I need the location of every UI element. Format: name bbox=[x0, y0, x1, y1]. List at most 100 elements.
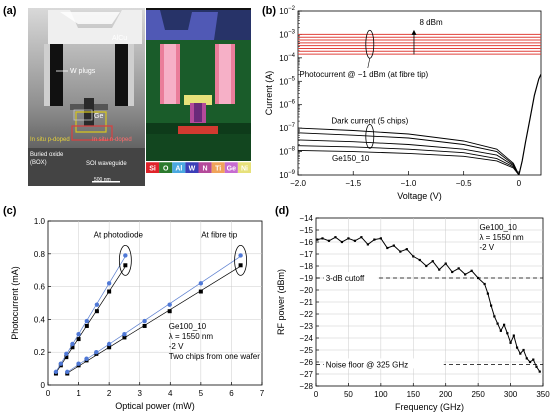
d-info-text: λ = 1550 nm bbox=[479, 233, 524, 242]
d-y-axis-title: RF power (dBm) bbox=[276, 269, 286, 335]
c-data-point-circle bbox=[94, 350, 99, 355]
d-cutoff-label-bg bbox=[323, 272, 378, 282]
c-ytick-label: 0.2 bbox=[34, 348, 46, 357]
b-power-arrow-head bbox=[411, 29, 417, 35]
panel-label-d: (d) bbox=[275, 205, 289, 217]
d-info-text: Ge100_10 bbox=[479, 223, 517, 232]
d-data-point bbox=[506, 332, 509, 335]
c-x-axis-title: Optical power (mW) bbox=[115, 401, 195, 411]
c-info-text: -2 V bbox=[169, 342, 184, 351]
sem-micrograph bbox=[28, 8, 145, 186]
c-xtick-label: 2 bbox=[107, 389, 112, 398]
d-data-point bbox=[522, 348, 525, 352]
c-data-point-circle bbox=[198, 281, 204, 286]
c-info-text: λ = 1550 nm bbox=[169, 332, 214, 341]
d-data-point bbox=[399, 250, 402, 253]
d-data-point bbox=[405, 248, 408, 251]
d-xtick-label: 350 bbox=[536, 390, 550, 399]
d-data-point bbox=[483, 282, 486, 286]
d-data-point bbox=[457, 267, 460, 270]
label-in-situ-p: In situ p-doped bbox=[30, 137, 70, 143]
panel-label-c: (c) bbox=[3, 205, 17, 217]
d-ytick-label: −19 bbox=[299, 274, 313, 283]
c-xtick-label: 7 bbox=[260, 389, 265, 398]
d-data-point bbox=[502, 323, 506, 326]
c-photodiode-label: At photodiode bbox=[94, 230, 144, 239]
b-ytick-label: 10−9 bbox=[279, 170, 295, 180]
edx-legend-swatch bbox=[146, 162, 160, 173]
edx-legend-label: W bbox=[189, 166, 196, 173]
d-ytick-label: −25 bbox=[299, 346, 313, 355]
b-dark-current-curve bbox=[298, 132, 520, 175]
c-xtick-label: 6 bbox=[229, 389, 234, 398]
c-data-point-square bbox=[167, 309, 172, 314]
d-data-point bbox=[477, 276, 480, 280]
d-data-point bbox=[425, 264, 428, 268]
d-data-point bbox=[373, 238, 376, 241]
d-data-point bbox=[493, 315, 496, 318]
d-data-point bbox=[525, 357, 528, 360]
panel-label-b: (b) bbox=[262, 5, 276, 17]
d-xtick-label: 0 bbox=[314, 390, 319, 399]
edx-legend-label: N bbox=[203, 166, 208, 173]
c-ytick-label: 0.4 bbox=[34, 315, 46, 324]
c-data-point-circle bbox=[238, 253, 243, 258]
b-y-axis-title: Current (A) bbox=[264, 71, 274, 116]
c-data-point-circle bbox=[122, 331, 127, 337]
c-data-point-circle bbox=[84, 318, 90, 324]
d-data-point bbox=[386, 246, 389, 250]
d-ytick-label: −14 bbox=[299, 214, 313, 223]
c-info-text: Ge100_10 bbox=[169, 322, 207, 331]
c-data-point-square bbox=[70, 345, 75, 350]
chart-c: 0 1 2 3 4 5 6 7 0 0.2 0.4 0.6 0.8 1.0 At photodiode At… bbox=[10, 217, 265, 411]
c-ytick-label: 1.0 bbox=[34, 217, 46, 226]
c-data-point-square bbox=[84, 323, 89, 328]
b-ytick-label: 10−2 bbox=[279, 6, 295, 16]
b-xtick-label: −2.0 bbox=[290, 179, 306, 188]
c-data-point-circle bbox=[94, 302, 100, 307]
d-data-point bbox=[392, 244, 395, 247]
c-data-point-square bbox=[123, 263, 128, 268]
b-xtick-label: −0.5 bbox=[456, 179, 472, 188]
d-ytick-label: −15 bbox=[299, 226, 313, 235]
d-ytick-label: −17 bbox=[299, 250, 313, 259]
label-ge: Ge bbox=[94, 113, 103, 120]
label-w-plugs: W plugs bbox=[70, 68, 96, 75]
d-data-point bbox=[334, 236, 337, 239]
c-data-point-square bbox=[238, 263, 243, 268]
b-xtick-label: −1.5 bbox=[345, 179, 361, 188]
label-box: Buried oxide (BOX) bbox=[30, 152, 64, 166]
c-data-point-circle bbox=[58, 361, 64, 366]
b-ytick-label: 10−3 bbox=[279, 29, 295, 39]
d-xtick-label: 200 bbox=[439, 390, 453, 399]
chart-b: −2.0 −1.5 −1.0 −0.5 0 10−9 10−8 10−7 10−6 10−5 10−… bbox=[264, 6, 542, 201]
edx-legend-label: Si bbox=[149, 166, 156, 173]
b-photocurrent-leader bbox=[367, 58, 371, 69]
c-data-point-circle bbox=[76, 361, 81, 366]
c-data-point-square bbox=[142, 323, 147, 328]
b-dark-label: Dark current (5 chips) bbox=[331, 116, 408, 125]
d-ytick-label: −18 bbox=[299, 262, 313, 271]
d-x-axis-title: Frequency (GHz) bbox=[395, 402, 464, 412]
c-data-point-square bbox=[198, 289, 203, 294]
d-data-point bbox=[444, 262, 447, 265]
d-info-text: -2 V bbox=[479, 243, 494, 252]
c-data-point-circle bbox=[65, 369, 70, 375]
c-xtick-label: 4 bbox=[168, 389, 173, 398]
d-data-point bbox=[515, 346, 519, 349]
c-data-point-circle bbox=[106, 341, 112, 347]
edx-map bbox=[146, 8, 251, 161]
d-xtick-label: 50 bbox=[344, 390, 353, 399]
label-soi-waveguide: SOI waveguide bbox=[86, 161, 127, 167]
edx-legend-label: O bbox=[163, 166, 169, 173]
b-ytick-label: 10−6 bbox=[279, 100, 295, 110]
d-data-point bbox=[538, 370, 541, 373]
d-data-point bbox=[490, 304, 493, 307]
edx-legend-swatch bbox=[211, 162, 225, 173]
d-noise-label-bg bbox=[323, 358, 444, 369]
label-alcu: AlCu bbox=[112, 35, 127, 42]
d-data-point bbox=[509, 341, 512, 344]
d-data-point bbox=[316, 238, 319, 241]
c-ytick-label: 0 bbox=[41, 381, 46, 390]
